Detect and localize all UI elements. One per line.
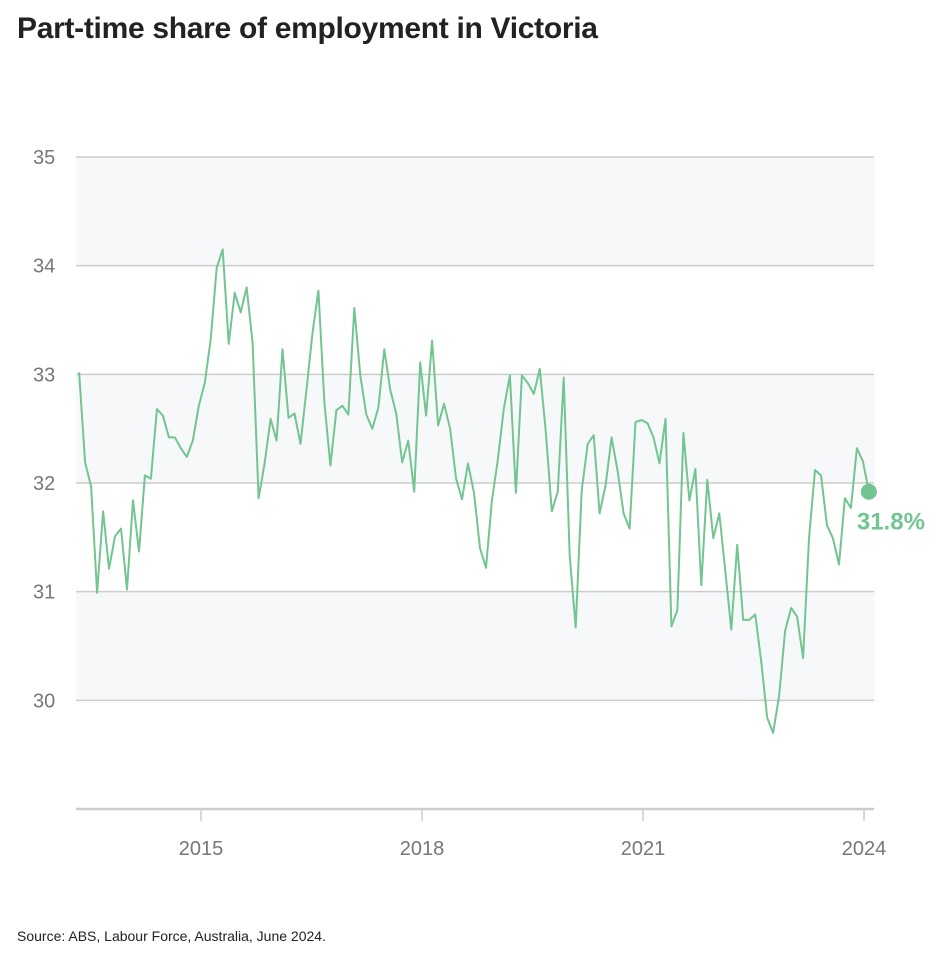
y-tick-label: 35 xyxy=(33,147,55,169)
end-point-marker xyxy=(860,483,877,500)
band xyxy=(76,374,874,483)
y-tick-label: 31 xyxy=(33,582,55,604)
x-tick-label: 2015 xyxy=(179,838,224,860)
x-tick-label: 2018 xyxy=(400,838,445,860)
x-tick-label: 2024 xyxy=(842,838,887,860)
band xyxy=(76,591,874,701)
y-tick-label: 34 xyxy=(33,256,55,278)
chart-title: Part-time share of employment in Victori… xyxy=(17,12,598,45)
series-line xyxy=(78,248,870,734)
y-tick-label: 33 xyxy=(33,364,55,386)
source-note: Source: ABS, Labour Force, Australia, Ju… xyxy=(17,928,326,944)
x-tick-label: 2021 xyxy=(621,838,666,860)
end-value-label: 31.8% xyxy=(857,509,925,536)
y-tick-label: 32 xyxy=(33,473,55,495)
band xyxy=(76,157,874,266)
y-tick-label: 30 xyxy=(33,690,55,712)
